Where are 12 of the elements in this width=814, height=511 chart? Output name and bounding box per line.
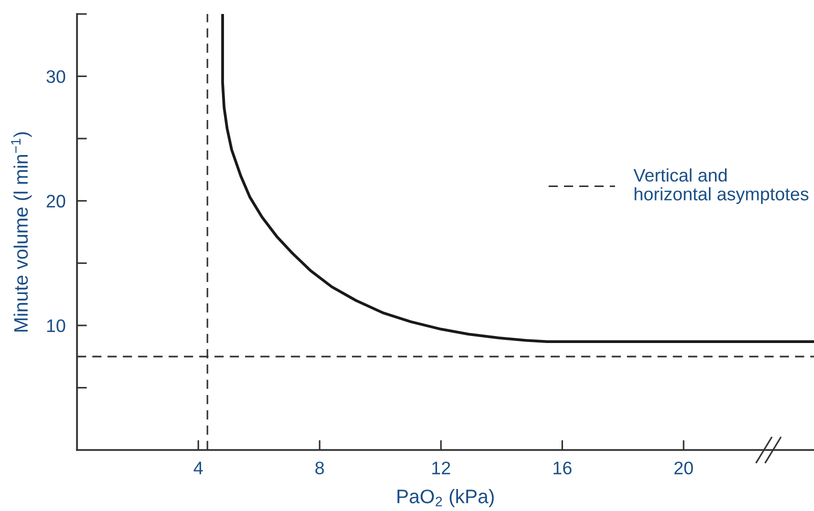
y-tick-label: 30: [46, 70, 66, 84]
x-axis-title: PaO$_{2}$ (kPa): [398, 489, 494, 508]
y-tick-label: 20: [46, 194, 66, 208]
x-tick-label: 8: [315, 462, 324, 474]
line-series: [221, 14, 814, 344]
x-tick-label: 16: [554, 462, 572, 474]
x-tick-label: 20: [674, 462, 693, 474]
annotation: Vertical and horizontal asymptotes: [634, 168, 808, 204]
x-tick-label: 4: [194, 462, 203, 474]
x-tick-label: 12: [432, 462, 450, 474]
y-tick-label: 10: [47, 319, 66, 332]
y-axis-title: Minute volume (l min$^{−1}$): [11, 132, 32, 332]
